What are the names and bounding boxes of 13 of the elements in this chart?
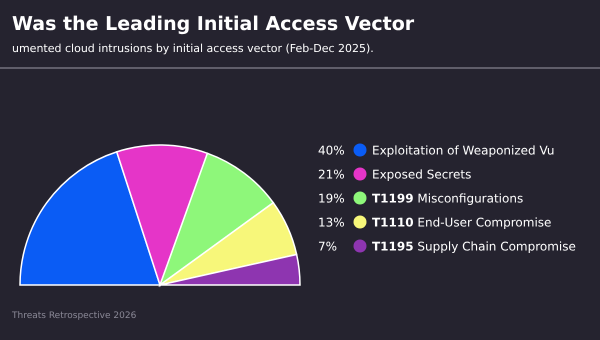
data-label: 40% — [318, 144, 345, 158]
legend-label: Exposed Secrets — [372, 168, 472, 182]
legend-label: T1199 Misconfigurations — [372, 192, 524, 206]
chart-subtitle: umented cloud intrusions by initial access vector (Feb-Dec 2025). — [12, 42, 374, 55]
legend-label: T1110 End-User Compromise — [372, 216, 552, 230]
legend-label: Exploitation of Weaponized Vu — [372, 144, 554, 158]
data-label: 21% — [318, 168, 345, 182]
legend-label: T1195 Supply Chain Compromise — [372, 240, 576, 254]
text: Threats Retrospective 2026 — [11, 311, 137, 321]
data-label: 13% — [318, 216, 345, 230]
data-label: 19% — [318, 192, 345, 206]
data-label: 7% — [318, 240, 338, 254]
chart-title: Was the Leading Initial Access Vector — [12, 13, 415, 35]
